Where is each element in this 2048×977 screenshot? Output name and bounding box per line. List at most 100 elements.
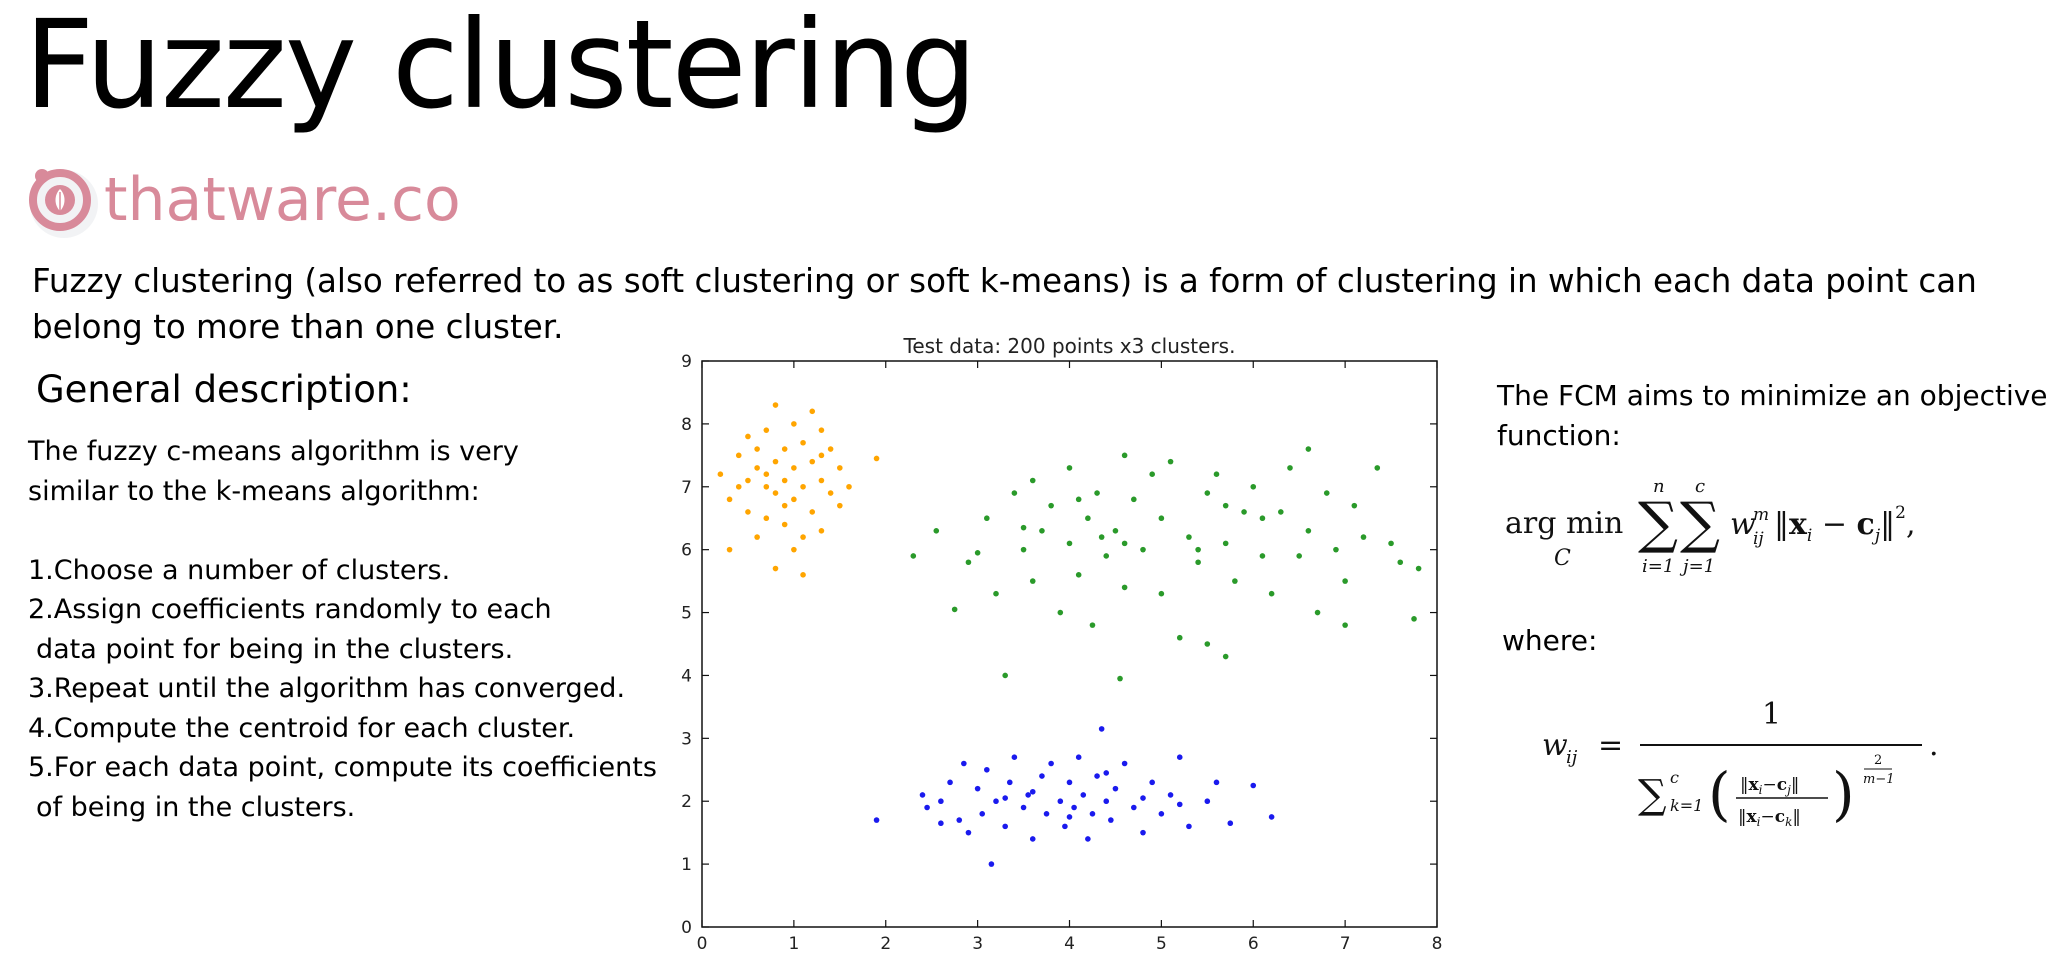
data-point-series-3 <box>1176 801 1183 808</box>
sum2-symbol: ∑ <box>1680 491 1720 556</box>
data-point-series-1 <box>818 477 825 484</box>
objective-function-equation: arg min C n ∑ i=1 c ∑ j=1 w m ij ‖xi − c… <box>1505 476 1915 577</box>
weight-superscript: m <box>1753 505 1769 525</box>
data-point-series-3 <box>1094 773 1100 779</box>
data-point-series-1 <box>873 455 880 462</box>
data-point-series-3 <box>1131 804 1137 811</box>
data-point-series-3 <box>1066 779 1073 786</box>
data-point-series-2 <box>984 515 990 522</box>
data-point-series-1 <box>837 465 843 471</box>
data-point-series-2 <box>933 528 940 534</box>
data-point-series-2 <box>1131 496 1137 503</box>
data-point-series-1 <box>745 477 751 484</box>
data-point-series-3 <box>1089 811 1096 817</box>
data-point-series-2 <box>1149 471 1155 477</box>
sum1-upper: n <box>1653 476 1665 497</box>
data-point-series-2 <box>1287 465 1293 471</box>
data-point-series-2 <box>1020 546 1027 553</box>
data-point-series-2 <box>1296 553 1302 559</box>
data-point-series-2 <box>1121 452 1128 459</box>
sum2-lower: j=1 <box>1679 556 1715 577</box>
intro-paragraph: Fuzzy clustering (also referred to as so… <box>32 262 1977 346</box>
data-point-series-3 <box>1057 798 1064 805</box>
data-point-series-1 <box>772 402 779 408</box>
y-tick-label: 4 <box>681 666 692 686</box>
right-paren: ) <box>1832 760 1855 828</box>
data-point-series-1 <box>781 477 788 484</box>
x-tick-label: 1 <box>788 934 799 954</box>
membership-lhs: w <box>1542 728 1568 763</box>
data-point-series-1 <box>818 528 825 534</box>
data-point-series-2 <box>1089 622 1096 628</box>
data-point-series-1 <box>772 565 779 572</box>
y-tick-label: 7 <box>681 478 692 498</box>
data-point-series-3 <box>1075 754 1082 760</box>
data-point-series-2 <box>1029 477 1036 484</box>
data-point-series-2 <box>1222 653 1229 660</box>
data-point-series-2 <box>1057 609 1064 616</box>
trailing-period: . <box>1929 728 1939 763</box>
data-point-series-2 <box>1374 465 1381 471</box>
weight-subscript: ij <box>1753 529 1764 549</box>
data-point-series-2 <box>1186 534 1192 540</box>
weight-term: w <box>1730 507 1756 542</box>
data-point-series-3 <box>1103 770 1110 776</box>
left-paren: ( <box>1708 760 1731 828</box>
data-point-series-2 <box>1098 534 1105 540</box>
data-point-series-1 <box>791 546 797 553</box>
data-point-series-2 <box>1158 515 1165 522</box>
data-point-series-2 <box>1075 572 1082 578</box>
data-point-series-3 <box>1080 792 1087 798</box>
data-point-series-2 <box>1204 641 1211 647</box>
data-point-series-3 <box>1158 811 1165 817</box>
step-5: 5.For each data point, compute its coeff… <box>28 752 657 783</box>
chart-title: Test data: 200 points x3 clusters. <box>903 334 1236 358</box>
step-4: 4.Compute the centroid for each cluster. <box>28 712 576 744</box>
data-point-series-2 <box>965 559 972 566</box>
data-point-series-2 <box>1121 540 1128 547</box>
x-tick-label: 3 <box>972 934 983 954</box>
exponent-numerator: 2 <box>1874 753 1882 768</box>
sum1-lower: i=1 <box>1642 556 1674 577</box>
data-point-series-3 <box>979 811 986 817</box>
data-point-series-3 <box>1149 779 1155 786</box>
data-point-series-2 <box>1167 458 1174 465</box>
data-point-series-2 <box>993 590 999 597</box>
exponent-denominator: m−1 <box>1863 772 1895 787</box>
data-point-series-1 <box>791 496 797 503</box>
objective-text: The FCM aims to minimize an objective fu… <box>1497 379 2048 452</box>
data-point-series-2 <box>1195 559 1201 566</box>
data-point-series-1 <box>781 502 788 509</box>
data-point-series-2 <box>1259 553 1266 559</box>
x-tick-label: 2 <box>880 934 891 954</box>
brand-logo[interactable]: thatware.co <box>20 160 461 240</box>
data-point-series-3 <box>1066 814 1073 820</box>
step-1: 1.Choose a number of clusters. <box>28 554 451 586</box>
data-point-series-1 <box>745 509 751 515</box>
data-point-series-3 <box>1227 820 1234 827</box>
data-point-series-1 <box>772 458 779 465</box>
step-3: 3.Repeat until the algorithm has converg… <box>28 673 626 704</box>
data-point-series-2 <box>1323 490 1330 496</box>
data-point-series-1 <box>818 452 825 459</box>
data-point-series-3 <box>1140 829 1146 836</box>
data-point-series-1 <box>846 483 852 490</box>
data-point-series-3 <box>1176 754 1183 760</box>
data-point-series-2 <box>1351 502 1358 509</box>
sum2-upper: c <box>1695 476 1705 497</box>
data-point-series-3 <box>1011 754 1018 760</box>
data-point-series-3 <box>1112 785 1119 792</box>
data-point-series-1 <box>735 483 742 490</box>
where-label: where: <box>1502 624 1598 657</box>
data-point-series-2 <box>1222 502 1229 509</box>
data-point-series-3 <box>1048 760 1054 767</box>
data-point-series-1 <box>800 534 806 540</box>
data-point-series-1 <box>800 572 806 578</box>
data-point-series-1 <box>754 446 760 452</box>
data-point-series-1 <box>763 483 770 490</box>
data-point-series-2 <box>1112 528 1119 534</box>
data-point-series-3 <box>1121 760 1128 767</box>
y-tick-label: 2 <box>681 792 692 812</box>
data-point-series-1 <box>818 427 825 433</box>
data-point-series-3 <box>1020 804 1027 811</box>
